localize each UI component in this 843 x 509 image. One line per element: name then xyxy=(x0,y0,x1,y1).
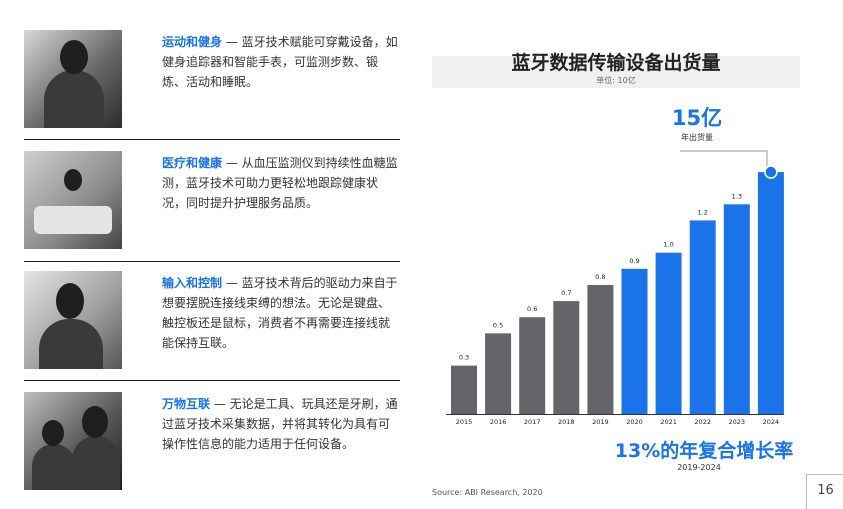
tick-label-2017: 2017 xyxy=(524,418,541,426)
use-case-fitness: 运动和健身 — 蓝牙技术赋能可穿戴设备，如健身追踪器和智能手表，可监测步数、锻炼… xyxy=(24,30,400,130)
title-band xyxy=(432,56,800,88)
divider xyxy=(24,139,400,140)
tick-label-2015: 2015 xyxy=(456,418,473,426)
fitness-body: — 蓝牙技术赋能可穿戴设备，如健身追踪器和智能手表，可监测步数、锻炼、活动和睡眠… xyxy=(162,35,398,89)
bar-2020 xyxy=(621,268,648,414)
tick-label-2021: 2021 xyxy=(660,418,677,426)
chart-title: 蓝牙数据传输设备出货量 xyxy=(511,52,721,74)
bar-2018 xyxy=(553,301,580,414)
tick-label-2022: 2022 xyxy=(694,418,711,426)
divider xyxy=(24,261,400,262)
tick-label-2023: 2023 xyxy=(729,418,746,426)
bar-2015 xyxy=(451,365,477,414)
data-label-2023: 1.3 xyxy=(732,192,742,200)
tick-label-2020: 2020 xyxy=(626,418,643,426)
bar-2016 xyxy=(485,333,512,414)
data-label-2019: 0.8 xyxy=(595,273,605,281)
use-case-input: 输入和控制 — 蓝牙技术背后的驱动力来自于想要摆脱连接线束缚的想法。无论是键盘、… xyxy=(24,271,400,371)
callout-line xyxy=(680,150,768,167)
growth-period: 2019-2024 xyxy=(677,463,721,472)
data-label-2021: 1.0 xyxy=(663,241,673,249)
use-case-medical: 医疗和健康 — 从血压监测仪到持续性血糖监测，蓝牙技术可助力更轻松地跟踪健康状况… xyxy=(24,151,400,251)
tick-label-2019: 2019 xyxy=(592,418,609,426)
bar-2024 xyxy=(757,172,784,414)
input-heading: 输入和控制 xyxy=(162,276,223,290)
page-number-box: 16 xyxy=(806,474,843,509)
highlight-label: 年出货量 xyxy=(681,133,713,142)
shipment-chart: 蓝牙数据传输设备出货量 单位: 10亿 15亿 年出货量 0.3 2015 0.5 2… xyxy=(432,38,802,498)
fitness-text: 运动和健身 — 蓝牙技术赋能可穿戴设备，如健身追踪器和智能手表，可监测步数、锻炼… xyxy=(162,32,398,92)
bar-2023 xyxy=(723,204,750,414)
iot-text: 万物互联 — 无论是工具、玩具还是牙刷，通过蓝牙技术采集数据，并将其转化为具有可… xyxy=(162,394,398,454)
bar-2022 xyxy=(689,220,716,414)
growth-value: 13%的年复合增长率 xyxy=(614,440,794,462)
divider xyxy=(24,380,400,381)
data-label-2017: 0.6 xyxy=(527,305,537,313)
iot-photo xyxy=(24,392,122,490)
data-label-2018: 0.7 xyxy=(561,289,571,297)
tick-label-2018: 2018 xyxy=(558,418,575,426)
bar-2019 xyxy=(587,284,614,414)
fitness-heading: 运动和健身 xyxy=(162,35,223,49)
use-case-list: 运动和健身 — 蓝牙技术赋能可穿戴设备，如健身追踪器和智能手表，可监测步数、锻炼… xyxy=(0,0,410,508)
iot-body: — 无论是工具、玩具还是牙刷，通过蓝牙技术采集数据，并将其转化为具有可操作性信息… xyxy=(162,397,398,451)
bar-plot: 0.3 2015 0.5 2016 0.6 2017 0.7 2018 0.8 2019 0.9 20… xyxy=(446,150,784,426)
input-text: 输入和控制 — 蓝牙技术背后的驱动力来自于想要摆脱连接线束缚的想法。无论是键盘、… xyxy=(162,273,398,353)
tick-label-2016: 2016 xyxy=(490,418,507,426)
medical-photo xyxy=(24,151,122,249)
input-body: — 蓝牙技术背后的驱动力来自于想要摆脱连接线束缚的想法。无论是键盘、触控板还是鼠… xyxy=(162,276,398,350)
medical-body: — 从血压监测仪到持续性血糖监测，蓝牙技术可助力更轻松地跟踪健康状况，同时提升护… xyxy=(162,156,398,210)
bar-2017 xyxy=(519,317,546,414)
highlight-value: 15亿 xyxy=(671,106,723,130)
fitness-photo xyxy=(24,30,122,128)
use-case-iot: 万物互联 — 无论是工具、玩具还是牙刷，通过蓝牙技术采集数据，并将其转化为具有可… xyxy=(24,392,400,492)
medical-text: 医疗和健康 — 从血压监测仪到持续性血糖监测，蓝牙技术可助力更轻松地跟踪健康状况… xyxy=(162,153,398,213)
bar-2021 xyxy=(655,252,682,414)
tick-label-2024: 2024 xyxy=(763,418,780,426)
data-label-2015: 0.3 xyxy=(459,354,469,362)
page-number: 16 xyxy=(817,483,834,498)
source-note: Source: ABI Research, 2020 xyxy=(432,488,543,497)
iot-heading: 万物互联 xyxy=(162,397,211,411)
highlight-marker xyxy=(764,165,778,179)
medical-heading: 医疗和健康 xyxy=(162,156,223,170)
data-label-2020: 0.9 xyxy=(629,257,639,265)
input-photo xyxy=(24,271,122,369)
chart-unit: 单位: 10亿 xyxy=(596,76,636,85)
data-label-2016: 0.5 xyxy=(493,321,503,329)
data-label-2022: 1.2 xyxy=(698,208,708,216)
